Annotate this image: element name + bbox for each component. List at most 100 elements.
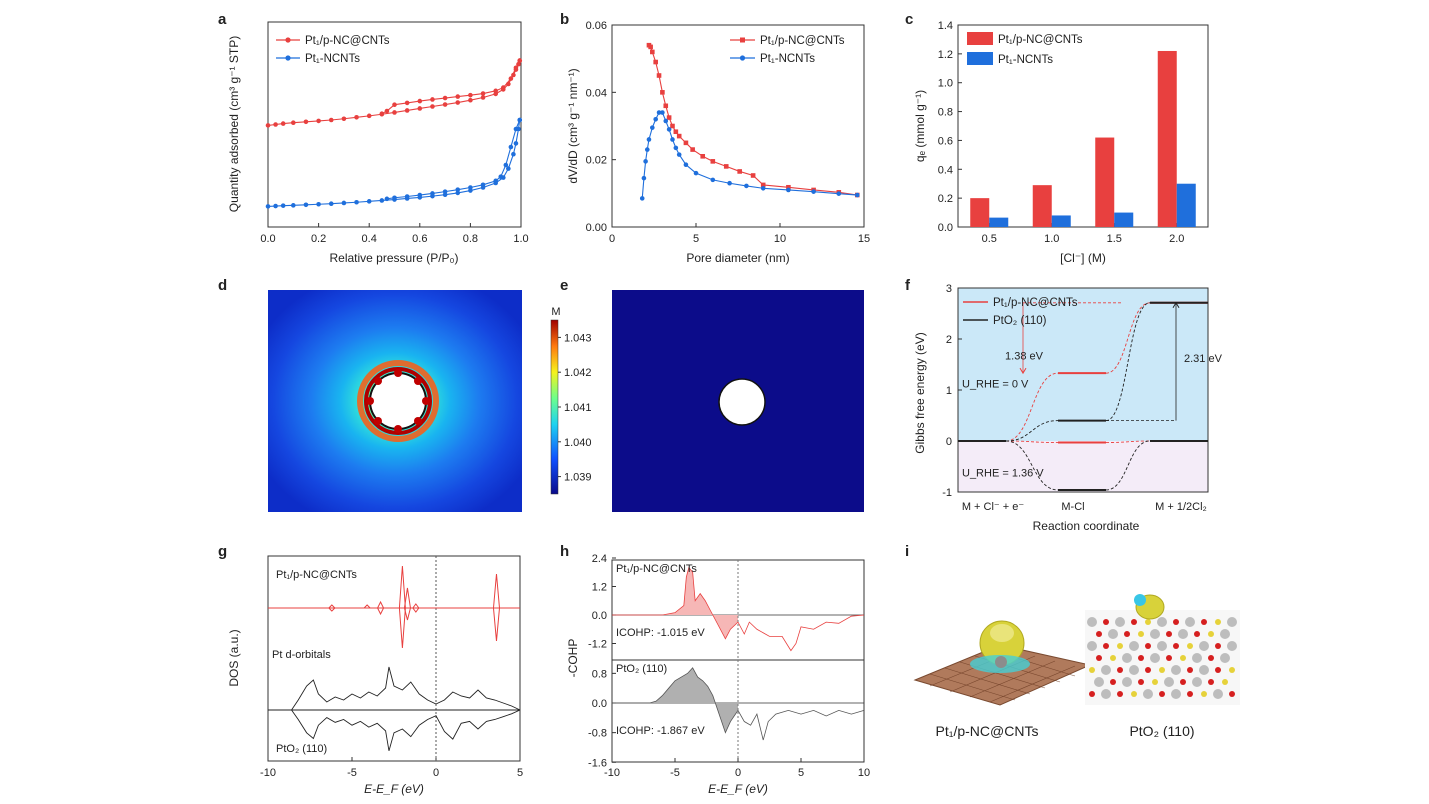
data-point-a-1 [328, 201, 334, 206]
y-tick-label-h-top: 0.0 [592, 610, 607, 622]
data-point-a-0 [366, 113, 372, 119]
axes-frame-g [267, 555, 521, 762]
atom [1115, 617, 1125, 627]
gap-arrowhead-red [1019, 367, 1027, 375]
x-tick-label-f: M + Cl⁻ + e⁻ [962, 501, 1025, 513]
panel-g: g -10 -5 0 5 Pt₁/p-NC@CNTs Pt d-orbitals Pt… [218, 543, 523, 796]
data-point-a-1 [508, 144, 514, 150]
dos-peak-top [377, 600, 385, 609]
data-point-a-1 [404, 194, 410, 199]
atom [1173, 619, 1179, 625]
bar-c-0-2 [1095, 137, 1115, 227]
data-point-a-1 [506, 166, 511, 171]
atom [1192, 677, 1202, 687]
plot-area-g: -10 -5 0 5 [260, 556, 523, 779]
data-point-a-0 [468, 92, 473, 98]
data-point-a-0 [341, 116, 347, 122]
legend-b: Pt₁/p-NC@CNTs Pt₁-NCNTs [730, 35, 845, 65]
atom [1094, 677, 1104, 687]
atom [1150, 629, 1160, 639]
data-point-a-0 [404, 108, 410, 113]
data-point-b-1 [660, 110, 665, 115]
y-tick-label-c: 0.6 [938, 135, 953, 147]
data-point-a-1 [455, 187, 461, 192]
data-point-a-0 [354, 115, 359, 120]
atom [1213, 689, 1223, 699]
y-tick-label-h-bottom: -1.6 [588, 757, 607, 769]
x-axis-label-a: Relative pressure (P/P₀) [329, 251, 458, 265]
atom [1117, 667, 1123, 673]
x-tick-label-b: 15 [858, 233, 870, 245]
dos-peak-top [363, 604, 371, 609]
atom [1220, 629, 1230, 639]
y-tick-label-b: 0.04 [586, 87, 607, 99]
atom [1199, 665, 1209, 675]
data-point-a-0 [417, 106, 423, 111]
data-point-a-0 [417, 98, 423, 104]
atom [1110, 655, 1116, 661]
data-point-a-1 [468, 185, 473, 190]
dos-curve-spin-up [291, 666, 521, 711]
bar-c-0-1 [1032, 185, 1052, 227]
data-point-b-1 [811, 189, 816, 194]
legend-swatch-c-0 [967, 32, 993, 45]
atom [1150, 653, 1160, 663]
panel-d: d M 1.039 1.040 1.041 1.042 1.043 [218, 277, 592, 512]
data-point-b-0 [670, 123, 675, 129]
atom [1215, 619, 1221, 625]
colorbar-tick-label: 1.041 [564, 402, 592, 414]
panel-label-b: b [560, 11, 569, 28]
y-tick-label-c: 0.8 [938, 107, 953, 119]
y-tick-label-b: 0.00 [586, 222, 607, 234]
data-point-b-1 [666, 127, 672, 132]
data-point-b-1 [639, 196, 645, 201]
structure-pto2 [1085, 594, 1240, 705]
cohp-label-bottom: PtO₂ (110) [616, 663, 667, 675]
data-point-b-1 [760, 185, 766, 191]
cohp-curve-top [612, 566, 865, 652]
dos-peak-top [492, 573, 500, 609]
y-tick-label-c: 0.0 [938, 222, 953, 234]
series-line-a-0-desorption [381, 60, 521, 115]
atom [1208, 631, 1214, 637]
atom [1101, 665, 1111, 675]
panel-label-e: e [560, 277, 568, 294]
atom [1122, 653, 1132, 663]
atom [1096, 655, 1102, 661]
atom [1180, 679, 1186, 685]
data-point-b-0 [666, 115, 672, 120]
data-point-a-0 [404, 100, 410, 106]
data-point-a-0 [480, 95, 486, 100]
x-tick-label-c: 1.0 [1044, 233, 1059, 245]
icohp-label-bottom: ICOHP: -1.867 eV [616, 725, 705, 737]
plot-area-a [265, 58, 523, 209]
x-axis-label-h: E-E_F (eV) [708, 782, 768, 796]
legend-label-b-0: Pt₁/p-NC@CNTs [760, 35, 845, 47]
y-tick-label-c: 1.4 [938, 20, 953, 32]
data-point-a-0 [430, 104, 435, 109]
atom [1192, 653, 1202, 663]
dos-peak-top [412, 607, 420, 613]
dos-peak-top [398, 565, 406, 609]
x-tick-label-a: 0.6 [412, 233, 427, 245]
atom [1087, 641, 1097, 651]
atom [1166, 655, 1172, 661]
dos-peak-top [403, 587, 411, 609]
plot-area-f: -1 0 1 2 3 M + Cl⁻ + e⁻ M-Cl M + 1/2Cl₂ 1.38 eV 2… [942, 283, 1222, 513]
data-point-a-0 [517, 58, 523, 63]
data-point-b-0 [786, 184, 791, 190]
y-tick-label-c: 1.0 [938, 78, 953, 90]
data-point-a-0 [442, 95, 448, 101]
data-point-a-1 [341, 200, 347, 206]
pt-atom [995, 656, 1007, 668]
x-tick-label-a: 0.2 [311, 233, 326, 245]
data-point-b-1 [673, 145, 679, 151]
connector-0 [1105, 302, 1151, 374]
data-point-b-0 [663, 103, 669, 109]
dos-curve-spin-down [291, 709, 521, 751]
data-point-a-0 [384, 108, 390, 114]
data-point-b-0 [648, 44, 653, 50]
data-point-a-0 [468, 97, 473, 103]
panel-f: f -1 0 1 2 3 M + Cl⁻ + e⁻ M-Cl M + 1/2Cl₂ 1.38 e… [905, 277, 1223, 533]
structure-pt1-pnc [913, 620, 1092, 706]
